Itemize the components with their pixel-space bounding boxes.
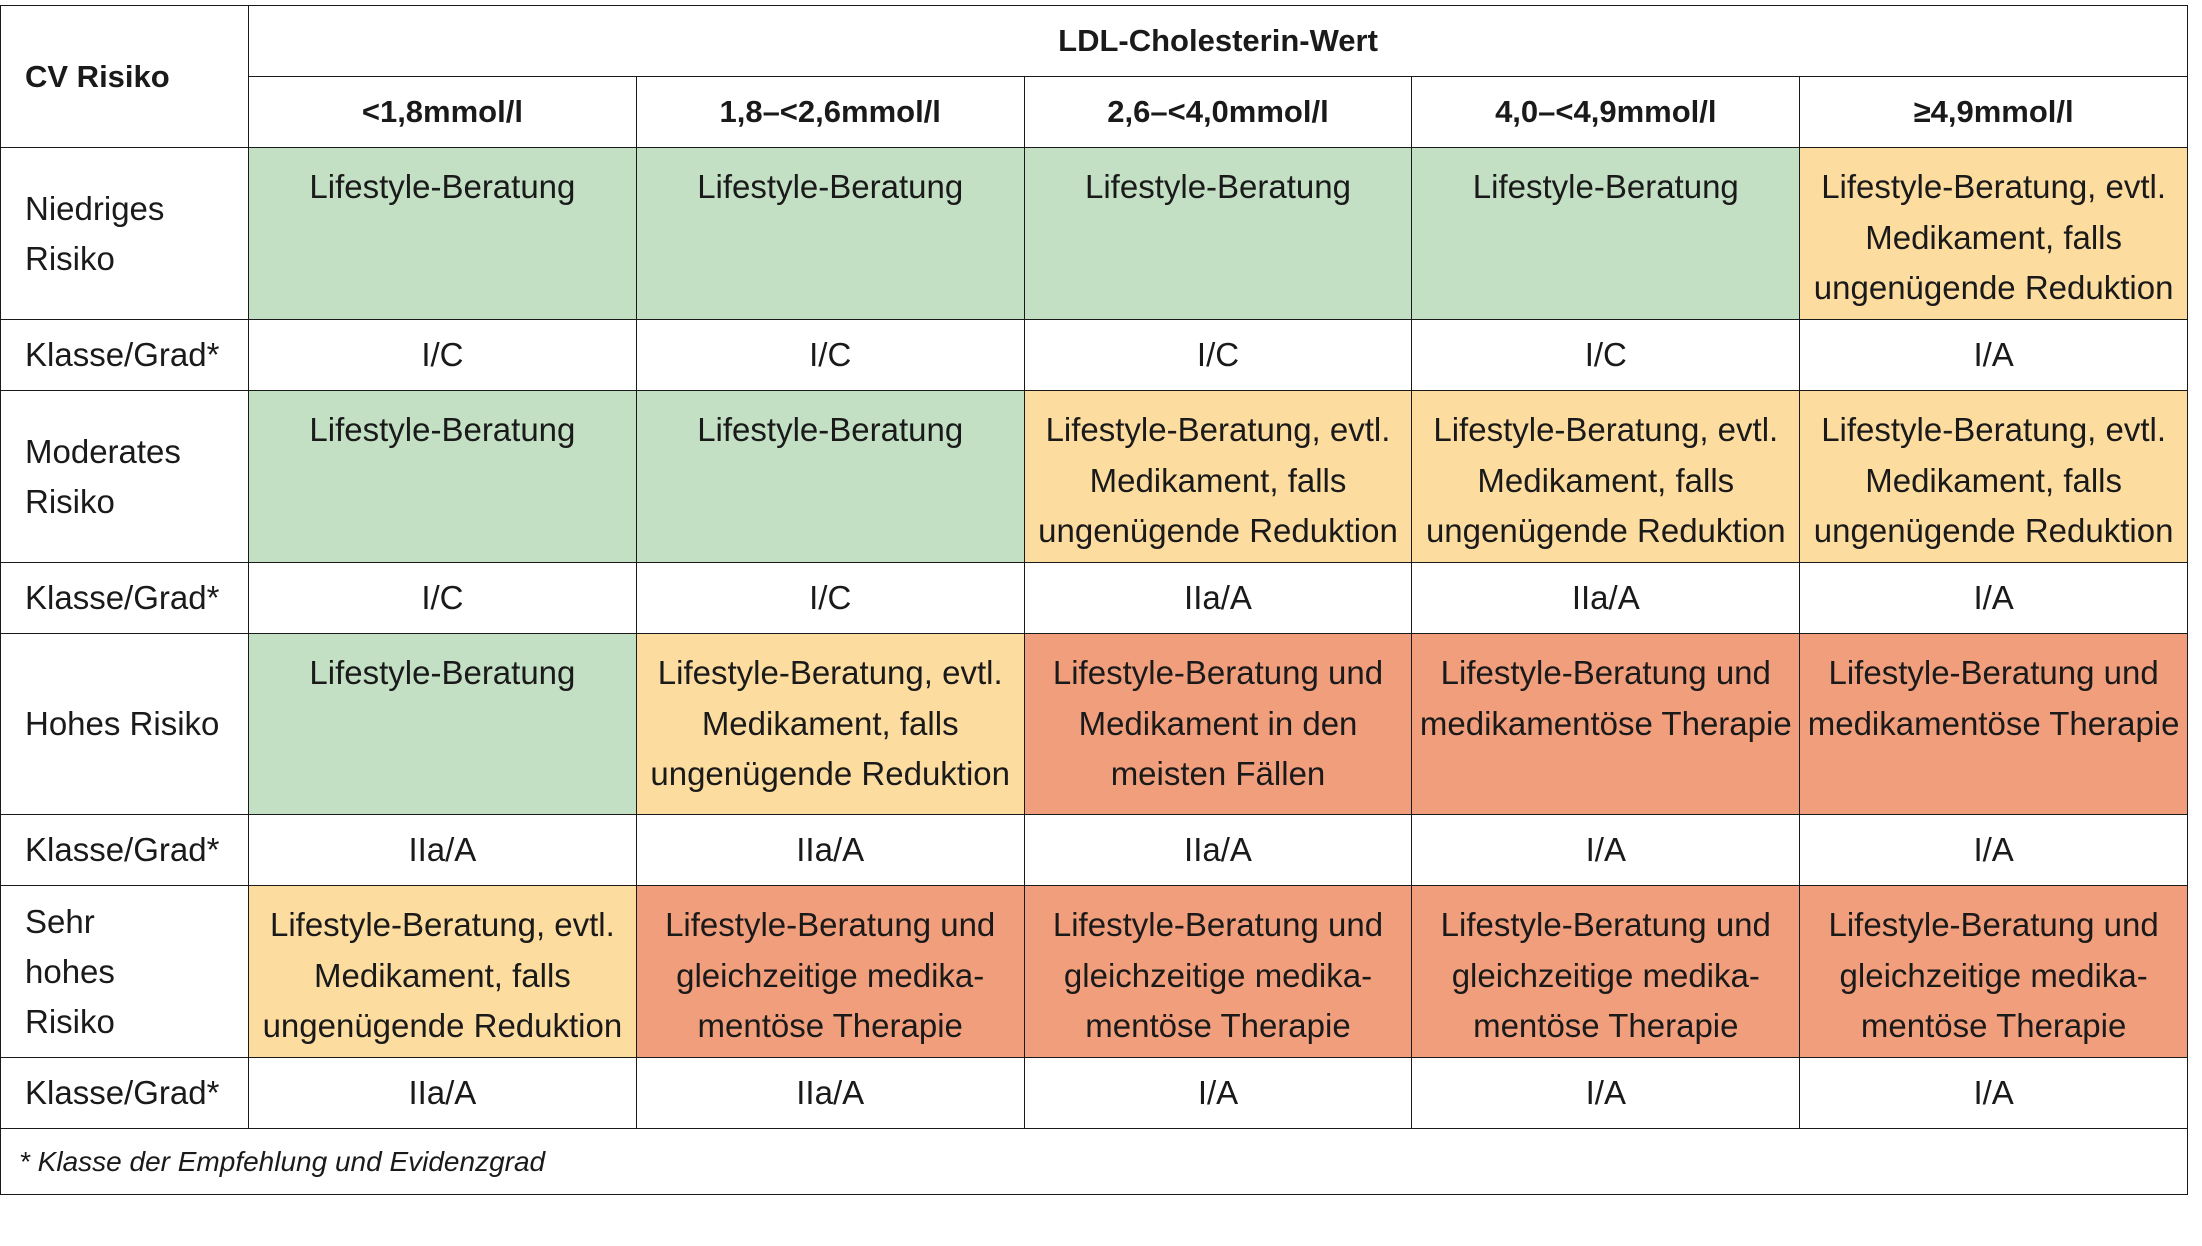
recommendation-cell: Lifestyle-Beratung, evtl. Medikament, fa… [1799,390,2189,563]
risk-row-sehr-hoch: Sehr hohes Risiko Lifestyle-Beratung, ev… [0,885,2189,1058]
grade-cell: IIa/A [248,1057,637,1129]
ldl-recommendation-table: CV Risiko LDL-Cholesterin-Wert <1,8mmol/… [0,5,2189,1195]
risk-row-niedrig: Niedriges Risiko Lifestyle-Beratung Life… [0,147,2189,320]
recommendation-cell: Lifestyle-Beratung [635,390,1025,563]
grade-row: Klasse/Grad* IIa/A IIa/A I/A I/A I/A [0,1057,2189,1129]
grade-cell: I/C [635,319,1025,391]
recommendation-cell: Lifestyle-Beratung [248,633,637,815]
grade-row: Klasse/Grad* I/C I/C I/C I/C I/A [0,319,2189,391]
grade-cell: IIa/A [1023,814,1413,886]
grade-label: Klasse/Grad* [0,562,249,634]
grade-cell: I/C [248,562,637,634]
recommendation-cell: Lifestyle-Beratung [1023,147,1413,320]
grade-cell: I/A [1799,1057,2189,1129]
recommendation-cell: Lifestyle-Beratung und gleichzeitige med… [1799,885,2189,1058]
recommendation-cell: Lifestyle-Beratung und Medikament in den… [1023,633,1413,815]
grade-label: Klasse/Grad* [0,814,249,886]
recommendation-cell: Lifestyle-Beratung [248,147,637,320]
footnote: * Klasse der Empfehlung und Evidenzgrad [0,1128,2189,1195]
range-header: 2,6–<4,0mmol/l [1023,76,1413,148]
grade-cell: IIa/A [1023,562,1413,634]
grade-cell: I/A [1023,1057,1413,1129]
recommendation-cell: Lifestyle-Beratung und medikamentöse The… [1411,633,1801,815]
range-header: 1,8–<2,6mmol/l [635,76,1025,148]
recommendation-cell: Lifestyle-Beratung [248,390,637,563]
recommendation-cell: Lifestyle-Beratung und medikamentöse The… [1799,633,2189,815]
recommendation-cell: Lifestyle-Beratung [1411,147,1801,320]
risk-label: Sehr hohes Risiko [0,885,249,1058]
recommendation-cell: Lifestyle-Beratung, evtl. Medikament, fa… [1023,390,1413,563]
grade-cell: I/C [1411,319,1801,391]
grade-cell: I/A [1799,814,2189,886]
risk-label: Niedriges Risiko [0,147,249,320]
grade-cell: I/A [1411,1057,1801,1129]
footnote-row: * Klasse der Empfehlung und Evidenzgrad [0,1128,2189,1195]
recommendation-cell: Lifestyle-Beratung, evtl. Medikament, fa… [635,633,1025,815]
recommendation-cell: Lifestyle-Beratung, evtl. Medikament, fa… [1799,147,2189,320]
recommendation-cell: Lifestyle-Beratung und gleichzeitige med… [635,885,1025,1058]
grade-cell: IIa/A [635,814,1025,886]
risk-label: Hohes Risiko [0,633,249,815]
recommendation-cell: Lifestyle-Beratung, evtl. Medikament, fa… [1411,390,1801,563]
grade-cell: I/A [1799,562,2189,634]
recommendation-cell: Lifestyle-Beratung [635,147,1025,320]
grade-cell: IIa/A [635,1057,1025,1129]
range-header: ≥4,9mmol/l [1799,76,2189,148]
grade-row: Klasse/Grad* IIa/A IIa/A IIa/A I/A I/A [0,814,2189,886]
grade-cell: I/C [635,562,1025,634]
recommendation-cell: Lifestyle-Beratung und gleichzeitige med… [1023,885,1413,1058]
grade-label: Klasse/Grad* [0,319,249,391]
range-header: 4,0–<4,9mmol/l [1411,76,1801,148]
grade-row: Klasse/Grad* I/C I/C IIa/A IIa/A I/A [0,562,2189,634]
recommendation-cell: Lifestyle-Beratung und gleichzeitige med… [1411,885,1801,1058]
grade-cell: IIa/A [1411,562,1801,634]
cv-risk-header: CV Risiko [0,5,249,148]
risk-label: Moderates Risiko [0,390,249,563]
recommendation-cell: Lifestyle-Beratung, evtl. Medikament, fa… [248,885,637,1058]
grade-cell: I/A [1411,814,1801,886]
grade-cell: IIa/A [248,814,637,886]
ldl-header: LDL-Cholesterin-Wert [247,5,2189,77]
risk-row-moderat: Moderates Risiko Lifestyle-Beratung Life… [0,390,2189,563]
grade-label: Klasse/Grad* [0,1057,249,1129]
risk-row-hoch: Hohes Risiko Lifestyle-Beratung Lifestyl… [0,633,2189,815]
grade-cell: I/C [248,319,637,391]
range-header: <1,8mmol/l [248,76,637,148]
grade-cell: I/A [1799,319,2189,391]
grade-cell: I/C [1023,319,1413,391]
